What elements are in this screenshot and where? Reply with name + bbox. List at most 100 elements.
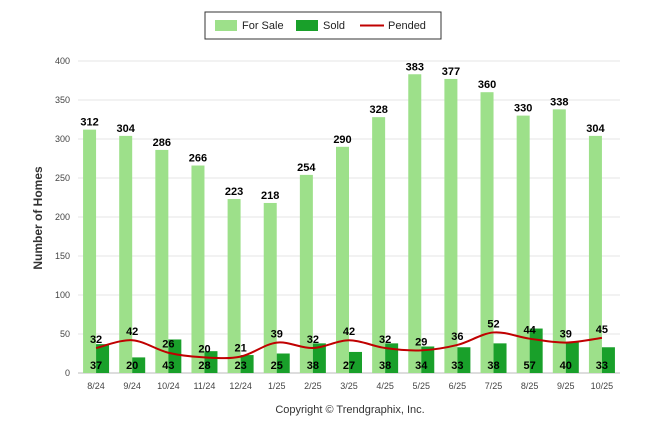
label-sold: 37 [90,360,102,372]
label-pended: 44 [524,325,537,337]
bar-for-sale [408,74,422,373]
label-pended: 45 [596,324,608,336]
bar-sold [312,343,326,373]
bar-for-sale [155,149,169,373]
label-sold: 25 [271,360,283,372]
label-sold: 40 [560,360,572,372]
bar-sold [421,346,435,373]
y-tick-label: 200 [55,212,70,222]
label-pended: 42 [126,326,138,338]
x-tick-label: 8/24 [87,381,105,391]
x-tick-label: 12/24 [229,381,252,391]
x-tick-label: 10/25 [591,381,614,391]
label-sold: 33 [451,360,463,372]
y-axis-ticks: 0 50 100 150 200 250 300 350 400 [55,56,70,378]
label-sold: 33 [596,360,608,372]
label-pended: 32 [379,334,391,346]
label-for-sale: 304 [117,123,136,135]
legend-box [204,11,442,40]
legend-label-for-sale: For Sale [242,20,284,32]
bar-sold [385,343,399,373]
y-tick-label: 50 [60,329,70,339]
bar-sold [601,347,615,373]
bar-for-sale [336,146,349,373]
x-tick-label: 6/25 [449,381,467,391]
bar-sold [132,357,146,373]
y-tick-label: 0 [65,368,70,378]
bar-for-sale [83,129,97,373]
bar-for-sale [119,135,133,373]
pended-line-path [95,331,603,360]
x-tick-label: 11/24 [194,381,216,391]
label-sold: 43 [162,360,174,372]
bar-for-sale [480,92,494,373]
label-pended: 52 [487,318,499,330]
label-sold: 38 [379,360,391,372]
bar-sold [565,341,579,373]
bar-sold [96,344,110,373]
x-tick-label: 9/25 [557,381,575,391]
label-for-sale: 338 [550,96,568,108]
label-sold: 38 [487,360,499,372]
bar-for-sale [227,199,241,373]
legend-swatch-sold [296,20,318,31]
label-pended: 29 [415,336,427,348]
label-sold: 23 [234,360,246,372]
copyright-footer: Copyright © Trendgraphix, Inc. [275,404,424,416]
x-tick-label: 10/24 [157,381,180,391]
bar-for-sale [552,109,566,374]
label-for-sale: 254 [297,162,316,174]
label-pended: 32 [90,334,102,346]
y-tick-label: 250 [55,173,70,183]
label-sold: 34 [415,360,428,372]
label-for-sale: 383 [406,61,424,73]
label-pended: 39 [271,329,283,341]
legend: For Sale Sold Pended [204,11,442,40]
bar-for-sale [263,202,277,373]
bar-sold [168,339,182,373]
label-for-sale: 266 [189,153,207,165]
data-labels: 312 37 32 304 20 42 286 43 26 266 28 20 223 23 21 218 25… [80,61,608,372]
label-sold: 28 [198,360,210,372]
label-pended: 21 [234,343,246,355]
label-sold: 20 [126,360,138,372]
bar-for-sale [372,117,386,373]
y-tick-label: 150 [55,251,70,261]
x-tick-label: 8/25 [521,381,539,391]
x-tick-label: 2/25 [304,381,322,391]
series-for-sale [83,74,602,374]
x-tick-label: 3/25 [340,381,358,391]
label-for-sale: 218 [261,190,279,202]
label-for-sale: 377 [442,66,460,78]
label-pended: 32 [307,334,319,346]
y-tick-label: 100 [55,290,70,300]
legend-label-pended: Pended [388,20,426,32]
label-sold: 27 [343,360,355,372]
x-tick-label: 9/24 [123,381,141,391]
label-pended: 36 [451,331,463,343]
bar-for-sale [191,165,205,373]
legend-swatch-for-sale [215,20,237,31]
label-pended: 39 [560,329,572,341]
bar-for-sale [588,135,602,373]
bar-for-sale [444,78,458,373]
label-pended: 26 [162,339,174,351]
label-for-sale: 330 [514,103,532,115]
label-for-sale: 312 [80,117,98,129]
x-tick-label: 5/25 [413,381,431,391]
label-for-sale: 286 [153,137,171,149]
label-pended: 20 [198,343,210,355]
x-tick-label: 7/25 [485,381,503,391]
bar-sold [457,347,471,373]
y-tick-label: 400 [55,56,70,66]
label-sold: 38 [307,360,319,372]
label-for-sale: 328 [369,104,387,116]
bar-sold [349,351,362,373]
label-for-sale: 360 [478,79,496,91]
bar-for-sale [516,115,530,373]
label-for-sale: 223 [225,186,243,198]
bar-for-sale [299,174,313,373]
label-sold: 57 [524,360,536,372]
x-tick-label: 1/25 [268,381,286,391]
